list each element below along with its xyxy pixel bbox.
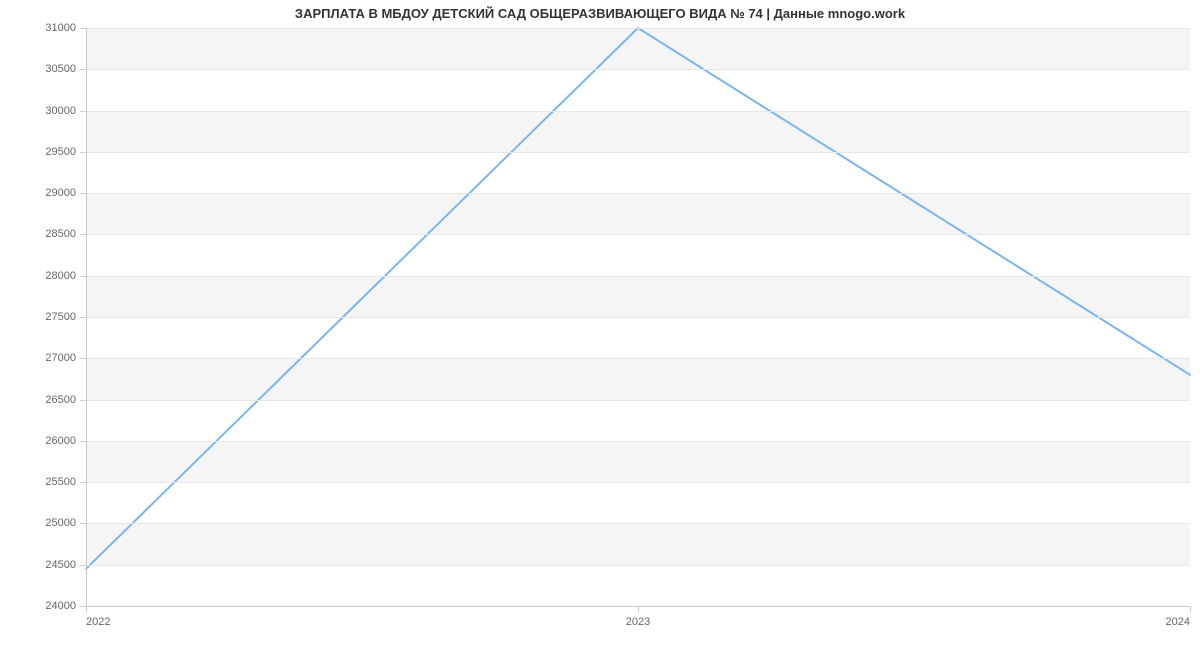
y-axis-line xyxy=(86,28,87,606)
y-gridline xyxy=(86,400,1190,401)
y-gridline xyxy=(86,358,1190,359)
y-tick-label: 25500 xyxy=(32,476,76,488)
y-gridline xyxy=(86,317,1190,318)
y-gridline xyxy=(86,234,1190,235)
x-tick xyxy=(1190,606,1191,612)
y-gridline xyxy=(86,28,1190,29)
salary-chart: ЗАРПЛАТА В МБДОУ ДЕТСКИЙ САД ОБЩЕРАЗВИВА… xyxy=(0,0,1200,650)
y-tick-label: 28500 xyxy=(32,228,76,240)
y-gridline xyxy=(86,441,1190,442)
y-tick-label: 27000 xyxy=(32,352,76,364)
y-tick-label: 26500 xyxy=(32,394,76,406)
y-tick-label: 30000 xyxy=(32,105,76,117)
x-axis-line xyxy=(86,606,1190,607)
y-gridline xyxy=(86,482,1190,483)
y-gridline xyxy=(86,565,1190,566)
y-gridline xyxy=(86,152,1190,153)
y-gridline xyxy=(86,193,1190,194)
x-tick-label: 2022 xyxy=(86,616,110,628)
y-tick-label: 31000 xyxy=(32,22,76,34)
y-tick-label: 29000 xyxy=(32,187,76,199)
x-tick-label: 2023 xyxy=(626,616,650,628)
y-gridline xyxy=(86,69,1190,70)
y-tick-label: 25000 xyxy=(32,517,76,529)
series-line-salary xyxy=(86,28,1190,569)
x-tick-label: 2024 xyxy=(1166,616,1190,628)
y-gridline xyxy=(86,523,1190,524)
y-gridline xyxy=(86,111,1190,112)
y-tick-label: 29500 xyxy=(32,146,76,158)
y-tick-label: 30500 xyxy=(32,63,76,75)
chart-title: ЗАРПЛАТА В МБДОУ ДЕТСКИЙ САД ОБЩЕРАЗВИВА… xyxy=(0,6,1200,21)
plot-area: 2400024500250002550026000265002700027500… xyxy=(86,28,1190,606)
y-tick-label: 24500 xyxy=(32,559,76,571)
y-tick-label: 24000 xyxy=(32,600,76,612)
y-tick-label: 27500 xyxy=(32,311,76,323)
y-tick-label: 28000 xyxy=(32,270,76,282)
y-gridline xyxy=(86,276,1190,277)
y-tick-label: 26000 xyxy=(32,435,76,447)
